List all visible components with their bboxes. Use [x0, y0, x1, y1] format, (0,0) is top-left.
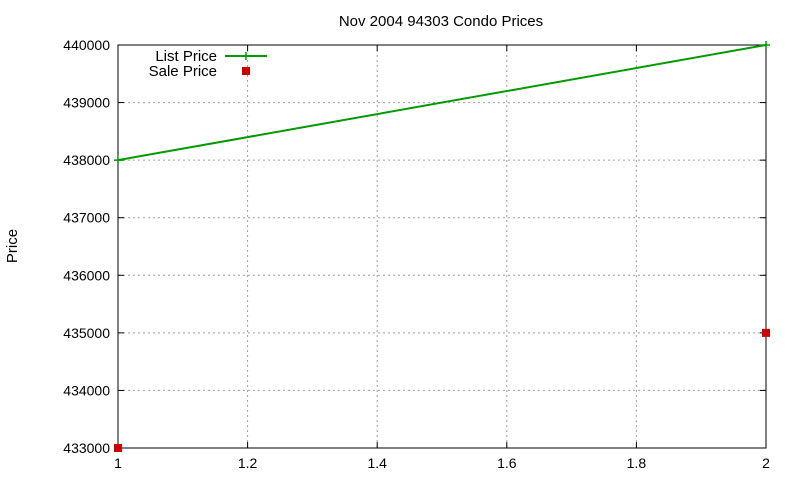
- x-tick-label: 1.6: [497, 455, 517, 471]
- legend-marker-list-price: [242, 52, 250, 60]
- y-tick-label: 433000: [63, 440, 110, 456]
- plot-frame: [117, 44, 767, 449]
- y-tick-label: 438000: [63, 152, 110, 168]
- sale-price-point: [762, 328, 770, 337]
- y-axis-label: Price: [4, 229, 21, 263]
- list-price-line: [117, 44, 767, 162]
- grid: [118, 45, 766, 448]
- legend-label-list-price: List Price: [155, 48, 217, 65]
- y-tick-label: 435000: [63, 325, 110, 341]
- legend-label-sale-price: Sale Price: [149, 63, 217, 80]
- list-price-point: [762, 41, 770, 49]
- legend-swatch-sale-price: [242, 67, 250, 75]
- x-tick-label: 1.8: [627, 455, 647, 471]
- y-tick-label: 436000: [63, 267, 110, 283]
- x-tick-label: 1: [114, 455, 122, 471]
- y-tick-label: 439000: [63, 95, 110, 111]
- axes: 1 1.2 1.4 1.6 1.8 2 433000 434000 435000 436000 43…: [63, 37, 770, 471]
- x-tick-label: 1.2: [238, 455, 258, 471]
- y-tick-label: 434000: [63, 382, 110, 398]
- x-tick-label: 1.4: [367, 455, 387, 471]
- y-tick-label: 437000: [63, 210, 110, 226]
- y-tick-label: 440000: [63, 37, 110, 53]
- plot-series: [114, 41, 770, 452]
- chart-title: Nov 2004 94303 Condo Prices: [339, 13, 543, 30]
- x-tick-label: 2: [762, 455, 770, 471]
- sale-price-point: [114, 444, 122, 452]
- list-price-point: [114, 156, 122, 165]
